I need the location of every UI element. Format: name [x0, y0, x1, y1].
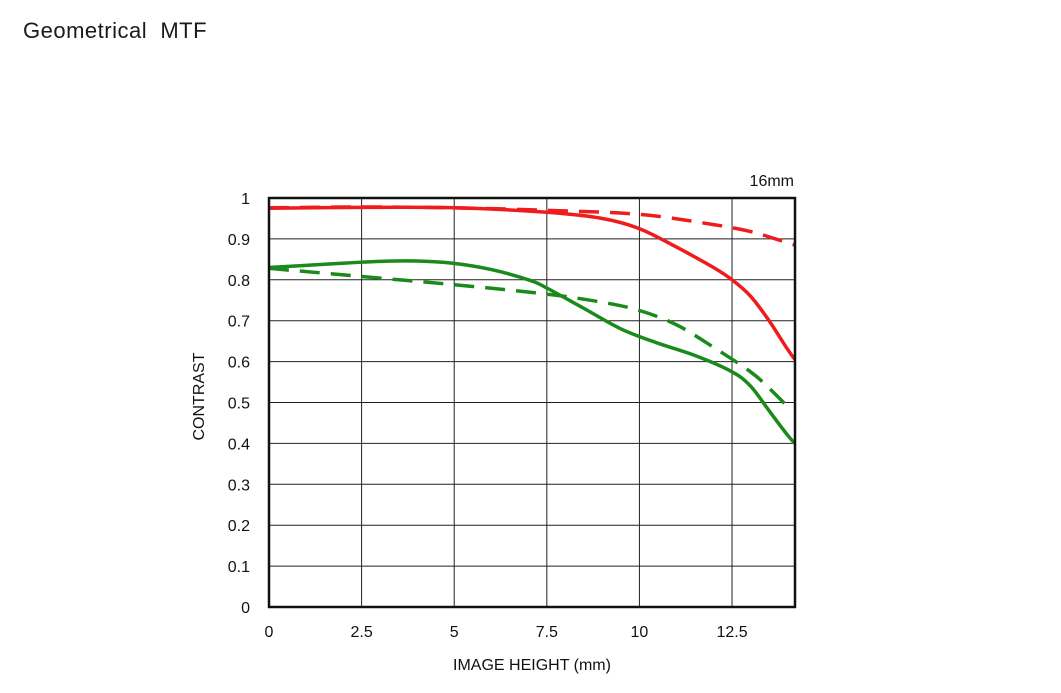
series-line-green-dashed: [268, 266, 789, 408]
y-tick-label: 0.1: [228, 559, 250, 576]
x-tick-label: 12.5: [716, 624, 747, 641]
series-line-red-dashed: [268, 205, 796, 247]
focal-length-label: 16mm: [750, 173, 794, 190]
y-tick-label: 1: [241, 191, 250, 208]
y-tick-label: 0.8: [228, 273, 250, 290]
x-tick-labels: 0 2.5 5 7.5 10 12.5: [265, 624, 748, 641]
grid: [269, 198, 795, 607]
x-tick-label: 7.5: [536, 624, 558, 641]
y-tick-labels: 0 0.1 0.2 0.3 0.4 0.5 0.6 0.7 0.8 0.9 1: [228, 191, 250, 617]
page-title: Geometrical MTF: [23, 18, 208, 43]
x-tick-label: 5: [450, 624, 459, 641]
x-tick-label: 0: [265, 624, 274, 641]
y-tick-label: 0.2: [228, 518, 250, 535]
y-tick-label: 0.4: [228, 436, 250, 453]
y-tick-label: 0.5: [228, 396, 250, 413]
series-line-green-solid: [268, 259, 797, 445]
y-tick-label: 0.3: [228, 477, 250, 494]
x-tick-label: 10: [631, 624, 649, 641]
plot-frame: [267, 196, 797, 609]
y-tick-label: 0.6: [228, 355, 250, 372]
y-tick-label: 0.9: [228, 232, 250, 249]
y-tick-label: 0: [241, 600, 250, 617]
series-line-red-solid: [268, 205, 797, 361]
x-axis-title: IMAGE HEIGHT (mm): [453, 657, 611, 674]
y-tick-label: 0.7: [228, 314, 250, 331]
x-tick-label: 2.5: [350, 624, 372, 641]
y-axis-title: CONTRAST: [191, 352, 208, 440]
series-lines: [268, 205, 797, 445]
